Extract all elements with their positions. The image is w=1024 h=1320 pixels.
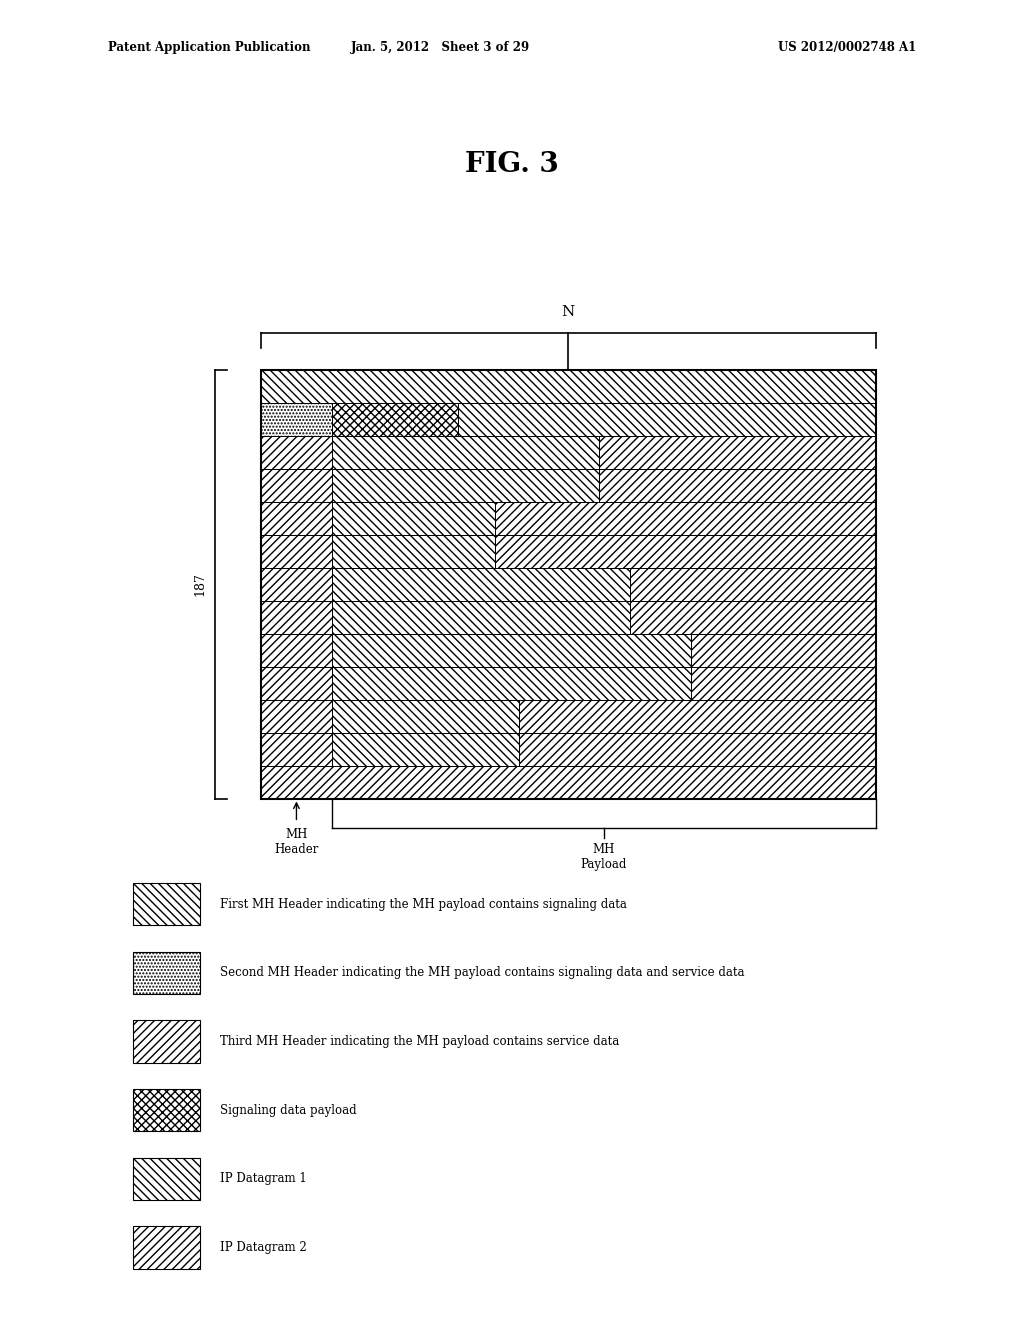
Bar [133, 1089, 200, 1131]
Bar [599, 469, 876, 502]
Text: IP Datagram 1: IP Datagram 1 [220, 1172, 307, 1185]
Text: FIG. 3: FIG. 3 [465, 152, 559, 178]
Text: Patent Application Publication: Patent Application Publication [108, 41, 310, 54]
Text: 187: 187 [194, 572, 206, 597]
Bar [332, 535, 495, 568]
Bar [261, 436, 332, 469]
Bar [261, 700, 332, 733]
Bar [332, 601, 630, 634]
Bar [332, 502, 495, 535]
Text: MH
Header: MH Header [274, 828, 318, 855]
Bar [495, 502, 876, 535]
Bar [261, 766, 876, 799]
Bar [691, 667, 876, 700]
Bar [332, 700, 519, 733]
Bar [261, 568, 332, 601]
Bar [332, 634, 691, 667]
Text: N: N [562, 305, 574, 319]
Bar [332, 733, 519, 766]
Bar [261, 502, 332, 535]
Bar [519, 733, 876, 766]
Bar [261, 370, 876, 403]
Bar [332, 436, 599, 469]
Bar [495, 535, 876, 568]
Bar [261, 370, 876, 799]
Bar [332, 568, 630, 601]
Text: Signaling data payload: Signaling data payload [220, 1104, 356, 1117]
Text: Third MH Header indicating the MH payload contains service data: Third MH Header indicating the MH payloa… [220, 1035, 620, 1048]
Text: IP Datagram 2: IP Datagram 2 [220, 1241, 307, 1254]
Bar [133, 1020, 200, 1063]
Bar [630, 601, 876, 634]
Bar [261, 634, 332, 667]
Text: First MH Header indicating the MH payload contains signaling data: First MH Header indicating the MH payloa… [220, 898, 627, 911]
Bar [691, 634, 876, 667]
Bar [332, 469, 599, 502]
Bar [133, 952, 200, 994]
Bar [599, 436, 876, 469]
Bar [630, 568, 876, 601]
Text: MH
Payload: MH Payload [581, 843, 627, 871]
Bar [332, 403, 458, 436]
Bar [133, 883, 200, 925]
Bar [261, 469, 332, 502]
Bar [261, 535, 332, 568]
Text: Second MH Header indicating the MH payload contains signaling data and service d: Second MH Header indicating the MH paylo… [220, 966, 744, 979]
Bar [133, 1158, 200, 1200]
Bar [458, 403, 876, 436]
Text: US 2012/0002748 A1: US 2012/0002748 A1 [778, 41, 916, 54]
Bar [332, 667, 691, 700]
Bar [261, 403, 332, 436]
Bar [519, 700, 876, 733]
Bar [261, 601, 332, 634]
Bar [261, 733, 332, 766]
Bar [133, 1226, 200, 1269]
Bar [261, 667, 332, 700]
Text: Jan. 5, 2012   Sheet 3 of 29: Jan. 5, 2012 Sheet 3 of 29 [351, 41, 529, 54]
